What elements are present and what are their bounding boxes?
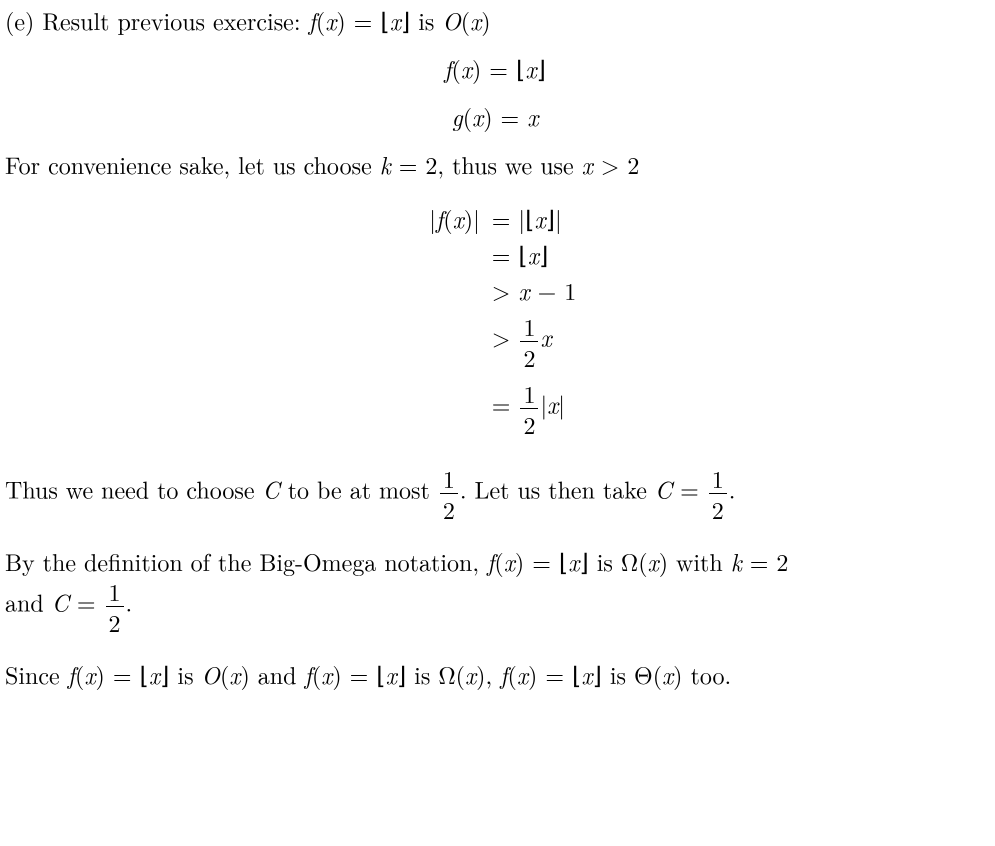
- bo-k-eq2: = 2: [742, 544, 789, 578]
- cc-period: .: [729, 472, 736, 506]
- c-var-1: C: [263, 472, 280, 506]
- deriv-row-3: > x − 1: [414, 275, 576, 305]
- intro-line: (e) Result previous exercise: f(x) = ⌊x⌋…: [5, 5, 985, 35]
- omega-sym: Ω: [621, 544, 638, 578]
- con-is-2: is: [406, 657, 438, 691]
- half-num-2: 1: [520, 378, 538, 408]
- x-var: x: [582, 147, 593, 181]
- c-var-2: C: [655, 472, 672, 506]
- bo-pre: By the definition of the Big-Omega notat…: [5, 544, 487, 578]
- con-since: Since: [5, 657, 68, 691]
- con-omega: Ω: [438, 657, 455, 691]
- bo-c: C: [52, 585, 69, 619]
- choose-c-line: Thus we need to choose C to be at most 1…: [5, 463, 985, 524]
- half-den-1: 2: [520, 341, 538, 372]
- eq-g-def: g(x) = x: [5, 101, 985, 131]
- bo-and: and: [5, 585, 52, 619]
- half-den-5: 2: [106, 606, 124, 637]
- con-is-1: is: [169, 657, 201, 691]
- bo-period: .: [126, 585, 133, 619]
- half-num-4: 1: [709, 463, 727, 493]
- bo-is: is: [589, 544, 621, 578]
- cc-post1: . Let us then take: [460, 472, 655, 506]
- bo-with: with: [668, 544, 731, 578]
- x-gt2: > 2: [593, 147, 640, 181]
- half-den-3: 2: [440, 493, 458, 524]
- is-word: is: [410, 3, 442, 37]
- half-num-3: 1: [440, 463, 458, 493]
- half-den-2: 2: [520, 408, 538, 439]
- half-num-5: 1: [106, 576, 124, 606]
- con-theta: Θ: [634, 657, 653, 691]
- big-o: O: [442, 3, 460, 37]
- half-frac-1: 1 2: [520, 311, 538, 372]
- cc-pre: Thus we need to choose: [5, 472, 263, 506]
- document-page: (e) Result previous exercise: f(x) = ⌊x⌋…: [0, 0, 995, 846]
- k-eq2: = 2: [391, 147, 438, 181]
- half-frac-4: 12: [709, 463, 727, 524]
- con-too: too.: [683, 657, 732, 691]
- conv-post: , thus we use: [437, 147, 581, 181]
- derivation-block: |f(x)| = |⌊x⌋| = ⌊x⌋ > x − 1 > 1 2 x: [5, 197, 985, 445]
- eq-sign-3: =: [492, 387, 511, 421]
- cc-eq: =: [672, 472, 707, 506]
- conv-pre: For convenience sake, let us choose: [5, 147, 380, 181]
- derivation-aligned: |f(x)| = |⌊x⌋| = ⌊x⌋ > x − 1 > 1 2 x: [414, 197, 576, 445]
- fx-expr: f: [308, 3, 315, 37]
- k-var: k: [380, 147, 391, 181]
- cc-mid: to be at most: [280, 472, 438, 506]
- con-comma: ,: [485, 657, 500, 691]
- half-num-1: 1: [520, 311, 538, 341]
- deriv-row-4: > 1 2 x: [414, 311, 576, 372]
- con-is-3: is: [602, 657, 634, 691]
- deriv-row-2: = ⌊x⌋: [414, 239, 576, 269]
- half-frac-5: 12: [106, 576, 124, 637]
- bo-k: k: [731, 544, 742, 578]
- conclusion-line: Since f(x) = ⌊x⌋ is O(x) and f(x) = ⌊x⌋ …: [5, 659, 985, 689]
- part-label: (e) Result previous exercise:: [5, 3, 308, 37]
- bo-eq: =: [69, 585, 104, 619]
- gt-sign-2: >: [492, 320, 511, 354]
- gt-sign-1: >: [492, 273, 511, 307]
- half-den-4: 2: [709, 493, 727, 524]
- half-frac-2: 1 2: [520, 378, 538, 439]
- half-frac-3: 12: [440, 463, 458, 524]
- eq-sign-2: =: [492, 237, 511, 271]
- eq-f-def: f(x) = ⌊x⌋: [5, 53, 985, 83]
- con-bigo: O: [202, 657, 220, 691]
- big-omega-line: By the definition of the Big-Omega notat…: [5, 546, 985, 637]
- con-and: and: [250, 657, 305, 691]
- convenience-line: For convenience sake, let us choose k = …: [5, 149, 985, 179]
- eq-sign: =: [492, 201, 511, 235]
- deriv-row-1: |f(x)| = |⌊x⌋|: [414, 203, 576, 233]
- deriv-row-5: = 1 2 |x|: [414, 378, 576, 439]
